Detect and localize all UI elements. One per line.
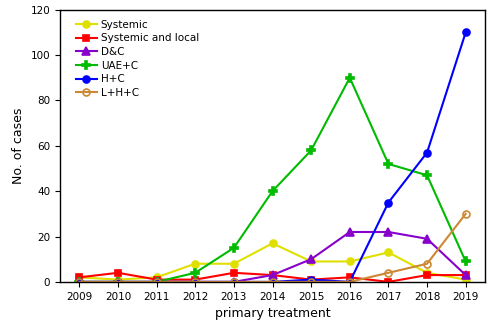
D&C (154, 280, 160, 284)
UAE+C (192, 271, 198, 275)
UAE+C (270, 189, 276, 193)
Systemic and local (192, 278, 198, 282)
Systemic and local (308, 278, 314, 282)
Systemic and local (424, 273, 430, 277)
L+H+C (424, 262, 430, 266)
L+H+C (308, 280, 314, 284)
L+H+C (462, 212, 468, 216)
D&C (76, 280, 82, 284)
D&C (462, 273, 468, 277)
D&C (192, 280, 198, 284)
H+C (462, 30, 468, 34)
Systemic (424, 271, 430, 275)
Line: L+H+C: L+H+C (76, 210, 469, 285)
H+C (231, 280, 237, 284)
D&C (231, 280, 237, 284)
L+H+C (192, 280, 198, 284)
D&C (424, 237, 430, 241)
Line: UAE+C: UAE+C (75, 74, 470, 286)
L+H+C (386, 271, 392, 275)
Systemic and local (462, 273, 468, 277)
L+H+C (270, 280, 276, 284)
Systemic and local (270, 273, 276, 277)
Systemic (386, 250, 392, 254)
Systemic and local (76, 275, 82, 279)
H+C (76, 280, 82, 284)
H+C (347, 280, 353, 284)
Systemic (231, 262, 237, 266)
L+H+C (76, 280, 82, 284)
L+H+C (231, 280, 237, 284)
D&C (308, 257, 314, 261)
D&C (115, 280, 121, 284)
H+C (308, 278, 314, 282)
Line: Systemic: Systemic (76, 240, 469, 283)
H+C (386, 201, 392, 204)
UAE+C (76, 280, 82, 284)
D&C (270, 273, 276, 277)
Systemic (308, 260, 314, 263)
Systemic and local (386, 280, 392, 284)
Systemic (462, 278, 468, 282)
Systemic (115, 278, 121, 282)
H+C (270, 280, 276, 284)
Systemic (192, 262, 198, 266)
Line: H+C: H+C (76, 29, 469, 285)
Line: Systemic and local: Systemic and local (76, 269, 469, 285)
H+C (154, 280, 160, 284)
H+C (192, 280, 198, 284)
Systemic and local (347, 275, 353, 279)
L+H+C (115, 280, 121, 284)
D&C (347, 230, 353, 234)
Systemic (154, 275, 160, 279)
D&C (386, 230, 392, 234)
UAE+C (308, 148, 314, 152)
Systemic (270, 241, 276, 245)
Systemic and local (231, 271, 237, 275)
UAE+C (462, 260, 468, 263)
X-axis label: primary treatment: primary treatment (214, 307, 330, 320)
UAE+C (424, 173, 430, 177)
L+H+C (347, 280, 353, 284)
Systemic (76, 275, 82, 279)
UAE+C (154, 280, 160, 284)
Y-axis label: No. of cases: No. of cases (12, 108, 25, 184)
UAE+C (347, 76, 353, 80)
H+C (115, 280, 121, 284)
UAE+C (386, 162, 392, 166)
UAE+C (115, 280, 121, 284)
Line: D&C: D&C (75, 228, 470, 286)
Systemic (347, 260, 353, 263)
Systemic and local (154, 278, 160, 282)
H+C (424, 151, 430, 155)
UAE+C (231, 246, 237, 250)
L+H+C (154, 280, 160, 284)
Systemic and local (115, 271, 121, 275)
Legend: Systemic, Systemic and local, D&C, UAE+C, H+C, L+H+C: Systemic, Systemic and local, D&C, UAE+C… (74, 17, 201, 100)
